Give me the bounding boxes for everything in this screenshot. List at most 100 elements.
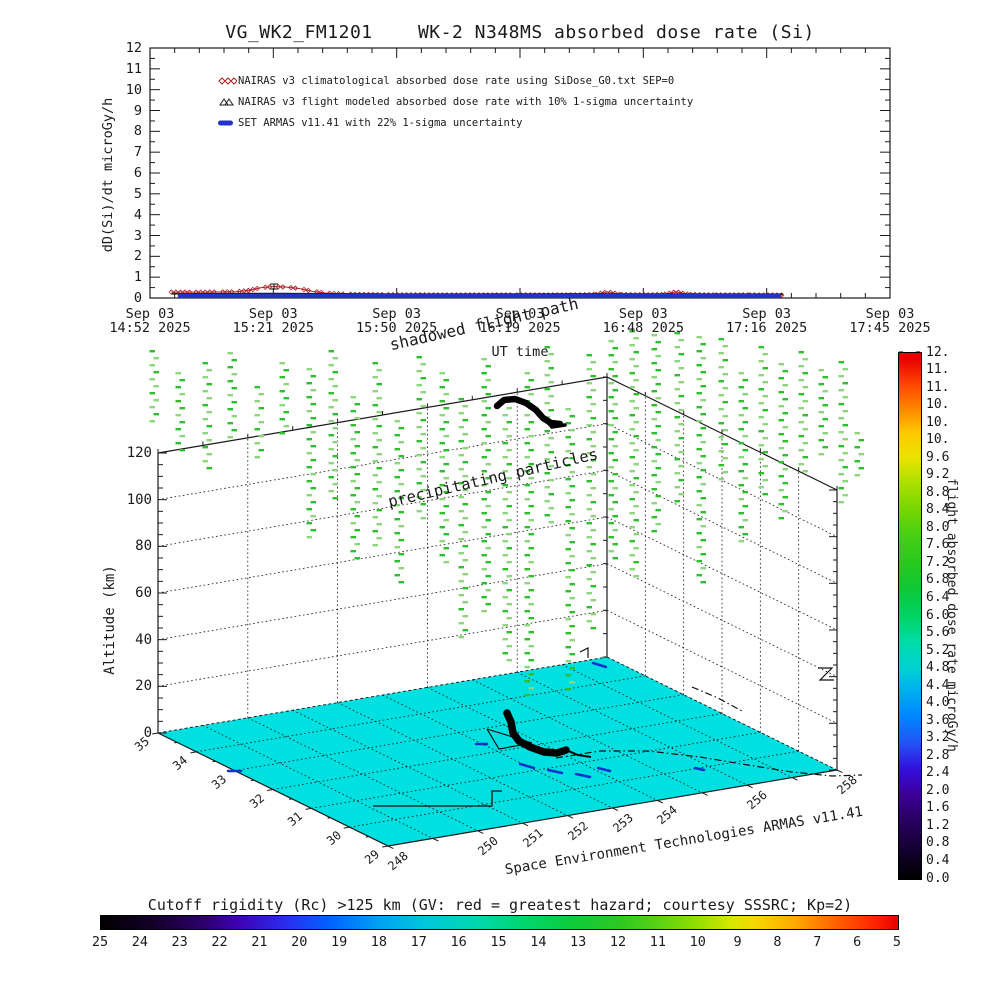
particle-dash [696,518,702,521]
particle-dash [258,435,264,438]
particle-dash [838,473,844,476]
particle-dash [633,491,639,494]
particle-dash [569,513,575,516]
particle-dash [544,402,550,405]
particle-dash [231,401,237,404]
particle-dash [328,490,334,493]
particle-dash [778,391,784,394]
legend-label: NAIRAS v3 climatological absorbed dose r… [238,74,675,87]
particle-dash [310,529,316,532]
particle-dash [398,525,404,528]
particle-dash [565,632,571,635]
particle-dash [700,469,706,472]
legend-item-flight-modeled: NAIRAS v3 flight modeled absorbed dose r… [217,91,693,112]
particle-dash [854,474,860,477]
particle-dash [524,526,530,529]
particle-dash [481,442,487,445]
particle-dash [569,429,575,432]
diamond-marker [280,284,286,290]
diamond-marker [267,284,273,290]
particle-dash [310,403,316,406]
particle-dash [838,487,844,490]
particle-dash [485,407,491,410]
particle-dash [802,358,808,361]
blue-thick-line-icon [218,120,233,125]
particle-dash [590,487,596,490]
particle-dash [818,453,824,456]
particle-dash [481,386,487,389]
particle-dash [548,353,554,356]
particle-dash [802,372,808,375]
particle-dash [149,406,155,409]
x-tick-label: Sep 03 14:52 2025 [109,306,191,336]
particle-dash [179,407,185,410]
particle-dash [179,421,185,424]
particle-dash [376,397,382,400]
particle-dash [376,481,382,484]
particle-dash [420,503,426,506]
particle-dash [548,507,554,510]
particle-dash [462,433,468,436]
particle-dash [565,450,571,453]
particle-dash [153,399,159,402]
colorbar-bottom-label: 16 [450,934,467,950]
particle-dash [608,550,614,553]
floor-grid-lat [311,731,761,809]
particle-dash [394,490,400,493]
y-tick-label: 3 [133,227,142,244]
particle-dash [458,552,464,555]
floor-grid-lon [247,717,478,832]
armas-blue-mark [574,772,592,779]
particle-dash [502,442,508,445]
particle-dash [528,463,534,466]
particle-dash [722,373,728,376]
particle-dash [416,356,422,359]
particle-dash [376,439,382,442]
particle-dash [394,448,400,451]
particle-dash [502,484,508,487]
particle-dash [612,361,618,364]
particle-dash [612,375,618,378]
particle-dash [758,430,764,433]
particle-dash [443,421,449,424]
particle-dash [283,411,289,414]
particle-dash [569,457,575,460]
floor-grid-lon [517,671,748,786]
particle-dash [462,531,468,534]
particle-dash [818,369,824,372]
particle-dash [328,476,334,479]
particle-dash [612,529,618,532]
particle-dash [376,383,382,386]
particle-dash [458,566,464,569]
particle-dash [502,638,508,641]
particle-dash [738,386,744,389]
colorbar-right-label: 2.8 [926,747,950,763]
particle-dash [528,659,534,662]
particle-dash [462,545,468,548]
particle-dash [528,589,534,592]
particle-dash [394,518,400,521]
particle-dash [678,339,684,342]
altitude-tick-label: 80 [135,538,152,555]
particle-dash [354,529,360,532]
map-mark [579,647,589,658]
particle-dash [651,390,657,393]
particle-dash [306,508,312,511]
particle-dash [608,522,614,525]
particle-dash [629,400,635,403]
particle-dash [439,400,445,403]
lon-tick [522,822,529,827]
particle-dash [696,462,702,465]
particle-dash [696,504,702,507]
particle-dash [372,418,378,421]
particle-dash [310,501,316,504]
open-triangles-icon [219,97,234,105]
particle-dash [608,480,614,483]
particle-dash [674,416,680,419]
particle-dash [612,515,618,518]
particle-dash [651,474,657,477]
lat-tick [382,845,389,848]
particle-dash [506,477,512,480]
x-tick-label: Sep 03 16:48 2025 [602,306,684,336]
particle-dash [528,673,534,676]
